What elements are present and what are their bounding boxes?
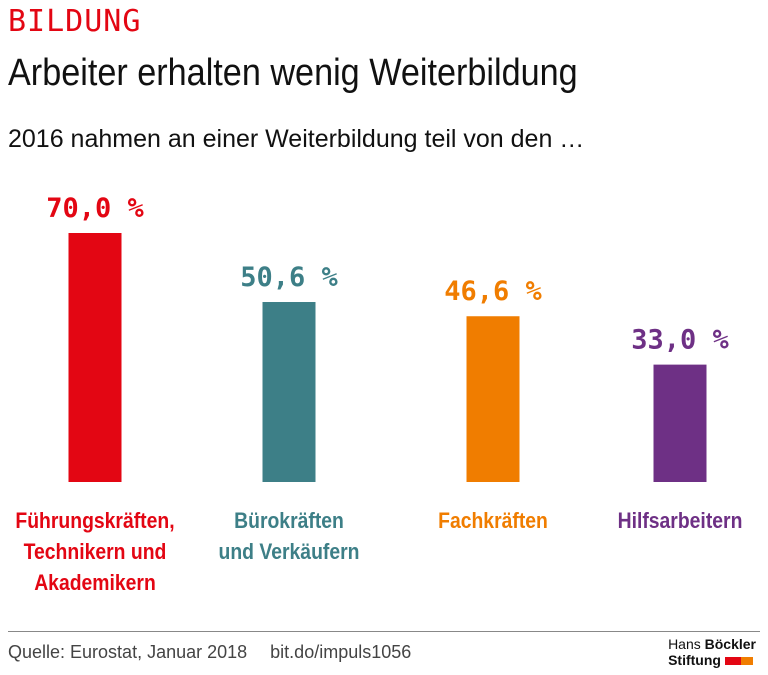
footer: Quelle: Eurostat, Januar 2018 bit.do/imp… bbox=[8, 642, 429, 663]
source-link[interactable]: bit.do/impuls1056 bbox=[270, 642, 412, 662]
value-label: 70,0 % bbox=[46, 193, 144, 224]
category-label-line: Technikern und bbox=[23, 539, 167, 564]
category-label-line: und Verkäufern bbox=[218, 539, 360, 564]
category-label-line: Akademikern bbox=[34, 570, 156, 595]
source-text: Quelle: Eurostat, Januar 2018 bbox=[8, 642, 248, 662]
category-label: Fachkräften bbox=[405, 505, 581, 536]
chart-title: Arbeiter erhalten wenig Weiterbildung bbox=[8, 52, 578, 94]
footer-divider bbox=[8, 631, 760, 632]
category-label: Bürokräften und Verkäufern bbox=[201, 505, 377, 567]
bar bbox=[68, 233, 122, 482]
bar bbox=[262, 302, 316, 482]
value-label: 50,6 % bbox=[240, 262, 338, 293]
bar bbox=[653, 364, 707, 482]
category-label-line: Führungskräften, bbox=[15, 508, 175, 533]
bar bbox=[466, 316, 520, 482]
category-label-line: Fachkräften bbox=[438, 508, 548, 533]
kicker: BILDUNG bbox=[8, 4, 142, 39]
value-label: 46,6 % bbox=[444, 276, 542, 307]
category-label-line: Hilfsarbeitern bbox=[617, 508, 743, 533]
hans-boeckler-logo: Hans Böckler Stiftung bbox=[668, 636, 756, 668]
category-label: Führungskräften, Technikern und Akademiker… bbox=[7, 505, 183, 598]
category-label-line: Bürokräften bbox=[234, 508, 344, 533]
value-label: 33,0 % bbox=[631, 325, 729, 356]
chart-subtitle: 2016 nahmen an einer Weiterbildung teil … bbox=[8, 125, 585, 153]
category-label: Hilfsarbeitern bbox=[592, 505, 768, 536]
